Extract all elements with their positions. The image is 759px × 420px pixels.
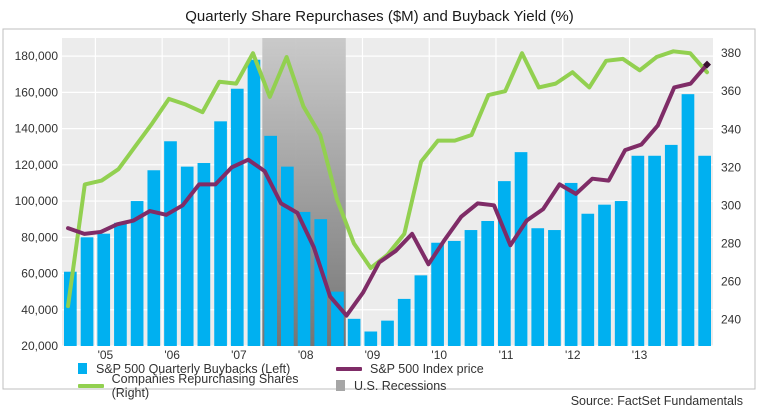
legend-label-companies: Companies Repurchasing Shares (Right): [111, 371, 299, 400]
bar-buyback: [347, 318, 361, 346]
bar-buyback: [464, 230, 478, 346]
chart-frame: [2, 28, 756, 390]
legend-item-buybacks: S&P 500 Quarterly Buybacks (Left): [78, 362, 336, 376]
bar-buyback: [414, 275, 428, 346]
bar-buyback: [681, 94, 695, 346]
legend-swatch-companies: [78, 383, 104, 388]
legend-swatch-recessions: [336, 380, 345, 391]
bar-buyback: [664, 144, 678, 346]
y-left-tick-label: 20,000: [21, 339, 58, 353]
y-left-tick-label: 120,000: [15, 158, 59, 172]
bar-buyback: [564, 182, 578, 346]
y-left-tick-label: 100,000: [15, 194, 59, 208]
source-note: Source: FactSet Fundamentals: [570, 394, 743, 408]
bar-buyback: [147, 170, 161, 346]
bar-buyback: [64, 271, 77, 346]
bar-buyback: [80, 237, 94, 346]
legend-label-buybacks: S&P 500 Quarterly Buybacks (Left): [96, 361, 291, 376]
bar-buyback: [97, 233, 111, 346]
line-end-marker: [703, 60, 711, 69]
bar-buyback: [548, 230, 561, 346]
y-right-tick-label: 320: [721, 160, 741, 174]
bar-buyback: [531, 228, 545, 346]
y-left-tick-label: 180,000: [15, 49, 59, 63]
x-tick-label: '13: [632, 348, 648, 362]
bar-buyback: [397, 298, 411, 346]
y-right-tick-label: 260: [721, 274, 741, 288]
bar-buyback: [381, 320, 394, 346]
bar-buyback: [431, 242, 444, 346]
x-tick-label: '05: [98, 348, 114, 362]
legend-label-recessions: U.S. Recessions: [354, 378, 447, 393]
bar-buyback: [447, 240, 461, 346]
legend-item-index: S&P 500 Index price: [336, 362, 484, 376]
chart-title: Quarterly Share Repurchases ($M) and Buy…: [185, 8, 574, 25]
bar-buyback: [481, 220, 494, 346]
legend-label-index: S&P 500 Index price: [370, 361, 484, 376]
bar-buyback: [598, 204, 611, 346]
x-tick-label: '06: [164, 348, 180, 362]
y-left-tick-label: 80,000: [21, 230, 58, 244]
legend-item-companies: Companies Repurchasing Shares (Right): [78, 372, 336, 400]
bar-buyback: [297, 211, 311, 346]
plot-area: 20,000 40,000 60,000 80,000 100,000 120,000 14…: [2, 28, 756, 390]
legend-swatch-index: [336, 366, 362, 371]
bar-buyback: [648, 155, 661, 346]
bar-buyback: [180, 166, 194, 346]
y-right-tick-label: 240: [721, 312, 741, 326]
y-left-tick-label: 40,000: [21, 303, 58, 317]
x-tick-label: '12: [565, 348, 581, 362]
x-tick-label: '07: [231, 348, 247, 362]
bar-buyback: [698, 155, 711, 346]
y-right-tick-label: 380: [721, 46, 741, 60]
bar-buyback: [114, 222, 127, 346]
legend: S&P 500 Quarterly Buybacks (Left) S&P 50…: [78, 360, 484, 400]
legend-item-recessions: U.S. Recessions: [336, 379, 446, 393]
y-left-tick-label: 160,000: [15, 85, 59, 99]
y-left-tick-label: 60,000: [21, 267, 58, 281]
bar-buyback: [281, 166, 294, 346]
x-tick-label: '11: [499, 348, 514, 362]
bar-buyback: [514, 152, 528, 346]
y-right-tick-label: 280: [721, 236, 741, 250]
bar-buyback: [230, 88, 244, 347]
line-sp500-index: [66, 62, 709, 318]
bar-buyback: [331, 291, 344, 346]
x-tick-label: '10: [431, 348, 447, 362]
bar-buyback: [314, 219, 328, 346]
y-right-tick-label: 340: [721, 122, 741, 136]
bar-buyback: [214, 121, 227, 346]
bar-buyback: [164, 141, 177, 346]
x-tick-label: '08: [298, 348, 314, 362]
bar-buyback: [631, 155, 645, 346]
y-left-tick-label: 140,000: [15, 122, 59, 136]
bar-buyback: [498, 181, 511, 346]
bar-buyback: [614, 201, 628, 346]
bar-buyback: [364, 331, 378, 346]
x-tick-label: '09: [365, 348, 381, 362]
bar-buyback: [130, 201, 144, 346]
y-right-tick-label: 360: [721, 84, 741, 98]
bar-buyback: [581, 213, 595, 346]
bar-buyback: [247, 59, 261, 346]
y-right-tick-label: 300: [721, 198, 741, 212]
bar-buyback: [264, 135, 277, 346]
bar-buyback: [197, 163, 211, 346]
legend-swatch-buybacks: [78, 363, 87, 374]
